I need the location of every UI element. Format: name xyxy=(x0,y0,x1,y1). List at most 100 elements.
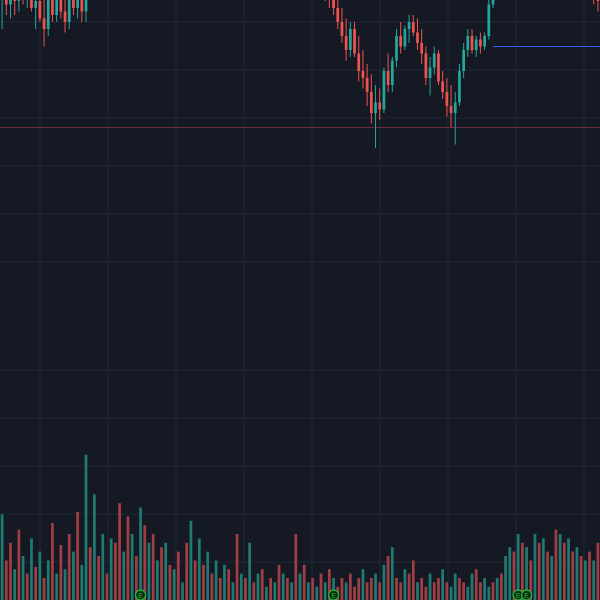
candle-body xyxy=(487,4,491,36)
volume-bar xyxy=(386,556,390,600)
volume-bar xyxy=(571,551,575,600)
volume-bar xyxy=(135,556,138,600)
volume-bar xyxy=(273,582,277,600)
candle-body xyxy=(374,102,377,113)
volume-bar xyxy=(118,503,121,600)
volume-bar xyxy=(13,569,17,600)
candle-body xyxy=(63,11,67,22)
candle-body xyxy=(449,106,453,113)
volume-bar xyxy=(504,556,507,600)
candle-body xyxy=(42,18,46,29)
volume-bar xyxy=(202,564,205,600)
candle-body xyxy=(336,8,340,22)
volume-bar xyxy=(567,538,570,600)
volume-bar xyxy=(84,454,88,600)
volume-bar xyxy=(147,542,151,600)
volume-bar xyxy=(537,542,541,600)
candle-body xyxy=(353,29,356,54)
volume-bar xyxy=(374,573,377,600)
candle-body xyxy=(51,0,54,15)
volume-bar xyxy=(348,573,352,600)
volume-bar xyxy=(139,507,142,600)
volume-bar xyxy=(588,551,591,600)
volume-bar xyxy=(399,582,403,600)
volume-bar xyxy=(51,523,54,600)
candle-body xyxy=(382,71,386,110)
candle-body xyxy=(76,0,79,8)
volume-bar xyxy=(197,538,201,600)
volume-bar xyxy=(59,545,63,600)
volume-bar xyxy=(411,560,415,600)
volume-bar xyxy=(80,564,84,600)
candle-body xyxy=(453,102,457,113)
volume-bar xyxy=(583,560,587,600)
volume-bar xyxy=(579,556,583,600)
volume-bar xyxy=(227,569,231,600)
event-marker-label: E xyxy=(524,593,529,600)
candle-body xyxy=(9,0,12,5)
candle-body xyxy=(67,0,71,22)
candle-body xyxy=(466,36,470,50)
volume-bar xyxy=(378,582,382,600)
volume-bar xyxy=(332,578,335,600)
volume-bar xyxy=(160,547,163,600)
volume-bar xyxy=(353,586,356,600)
volume-bar xyxy=(508,547,512,600)
candle-body xyxy=(424,53,428,78)
volume-bar xyxy=(114,542,117,600)
event-marker-label: E xyxy=(516,593,521,600)
volume-bar xyxy=(206,551,210,600)
volume-bar xyxy=(302,564,306,600)
volume-bar xyxy=(491,582,495,600)
volume-bar xyxy=(395,578,398,600)
volume-bar xyxy=(533,534,537,600)
candle-body xyxy=(72,0,75,8)
volume-bar xyxy=(344,582,348,600)
candle-body xyxy=(38,1,42,19)
volume-bar xyxy=(101,534,105,600)
volume-bar xyxy=(38,551,42,600)
volume-bar xyxy=(269,578,272,600)
volume-bar xyxy=(500,573,503,600)
event-marker xyxy=(134,589,147,600)
volume-bar xyxy=(30,538,33,600)
candle-body xyxy=(432,53,436,68)
event-marker xyxy=(520,589,533,600)
candle-body xyxy=(4,0,8,5)
volume-bar xyxy=(25,573,29,600)
volume-bar xyxy=(67,534,71,600)
volume-bar xyxy=(256,573,260,600)
volume-bar xyxy=(529,560,533,600)
candle-body xyxy=(491,0,495,5)
volume-bar xyxy=(428,573,432,600)
volume-bar xyxy=(281,573,285,600)
candle-body xyxy=(332,0,335,8)
volume-bar xyxy=(474,569,478,600)
volume-bar xyxy=(93,494,96,600)
volume-bar xyxy=(525,547,528,600)
volume-bar xyxy=(286,578,289,600)
volume-bar xyxy=(218,578,222,600)
candle-body xyxy=(13,0,17,1)
volume-bar xyxy=(466,586,470,600)
volume-bar xyxy=(193,560,197,600)
candle-body xyxy=(365,78,369,92)
candle-body xyxy=(55,0,59,15)
volume-bar xyxy=(495,578,499,600)
volume-bar xyxy=(105,573,109,600)
volume-bar xyxy=(223,564,226,600)
volume-bar xyxy=(483,578,486,600)
volume-bar xyxy=(244,578,247,600)
volume-bar xyxy=(72,551,75,600)
volume-bar xyxy=(76,512,79,600)
volume-bar xyxy=(311,578,314,600)
volume-bar xyxy=(294,534,298,600)
candle-body xyxy=(386,71,390,85)
volume-bar xyxy=(21,556,25,600)
volume-bar xyxy=(239,573,243,600)
volume-bar xyxy=(596,542,600,600)
volume-bar xyxy=(126,516,130,600)
event-marker-label: E xyxy=(138,593,143,600)
